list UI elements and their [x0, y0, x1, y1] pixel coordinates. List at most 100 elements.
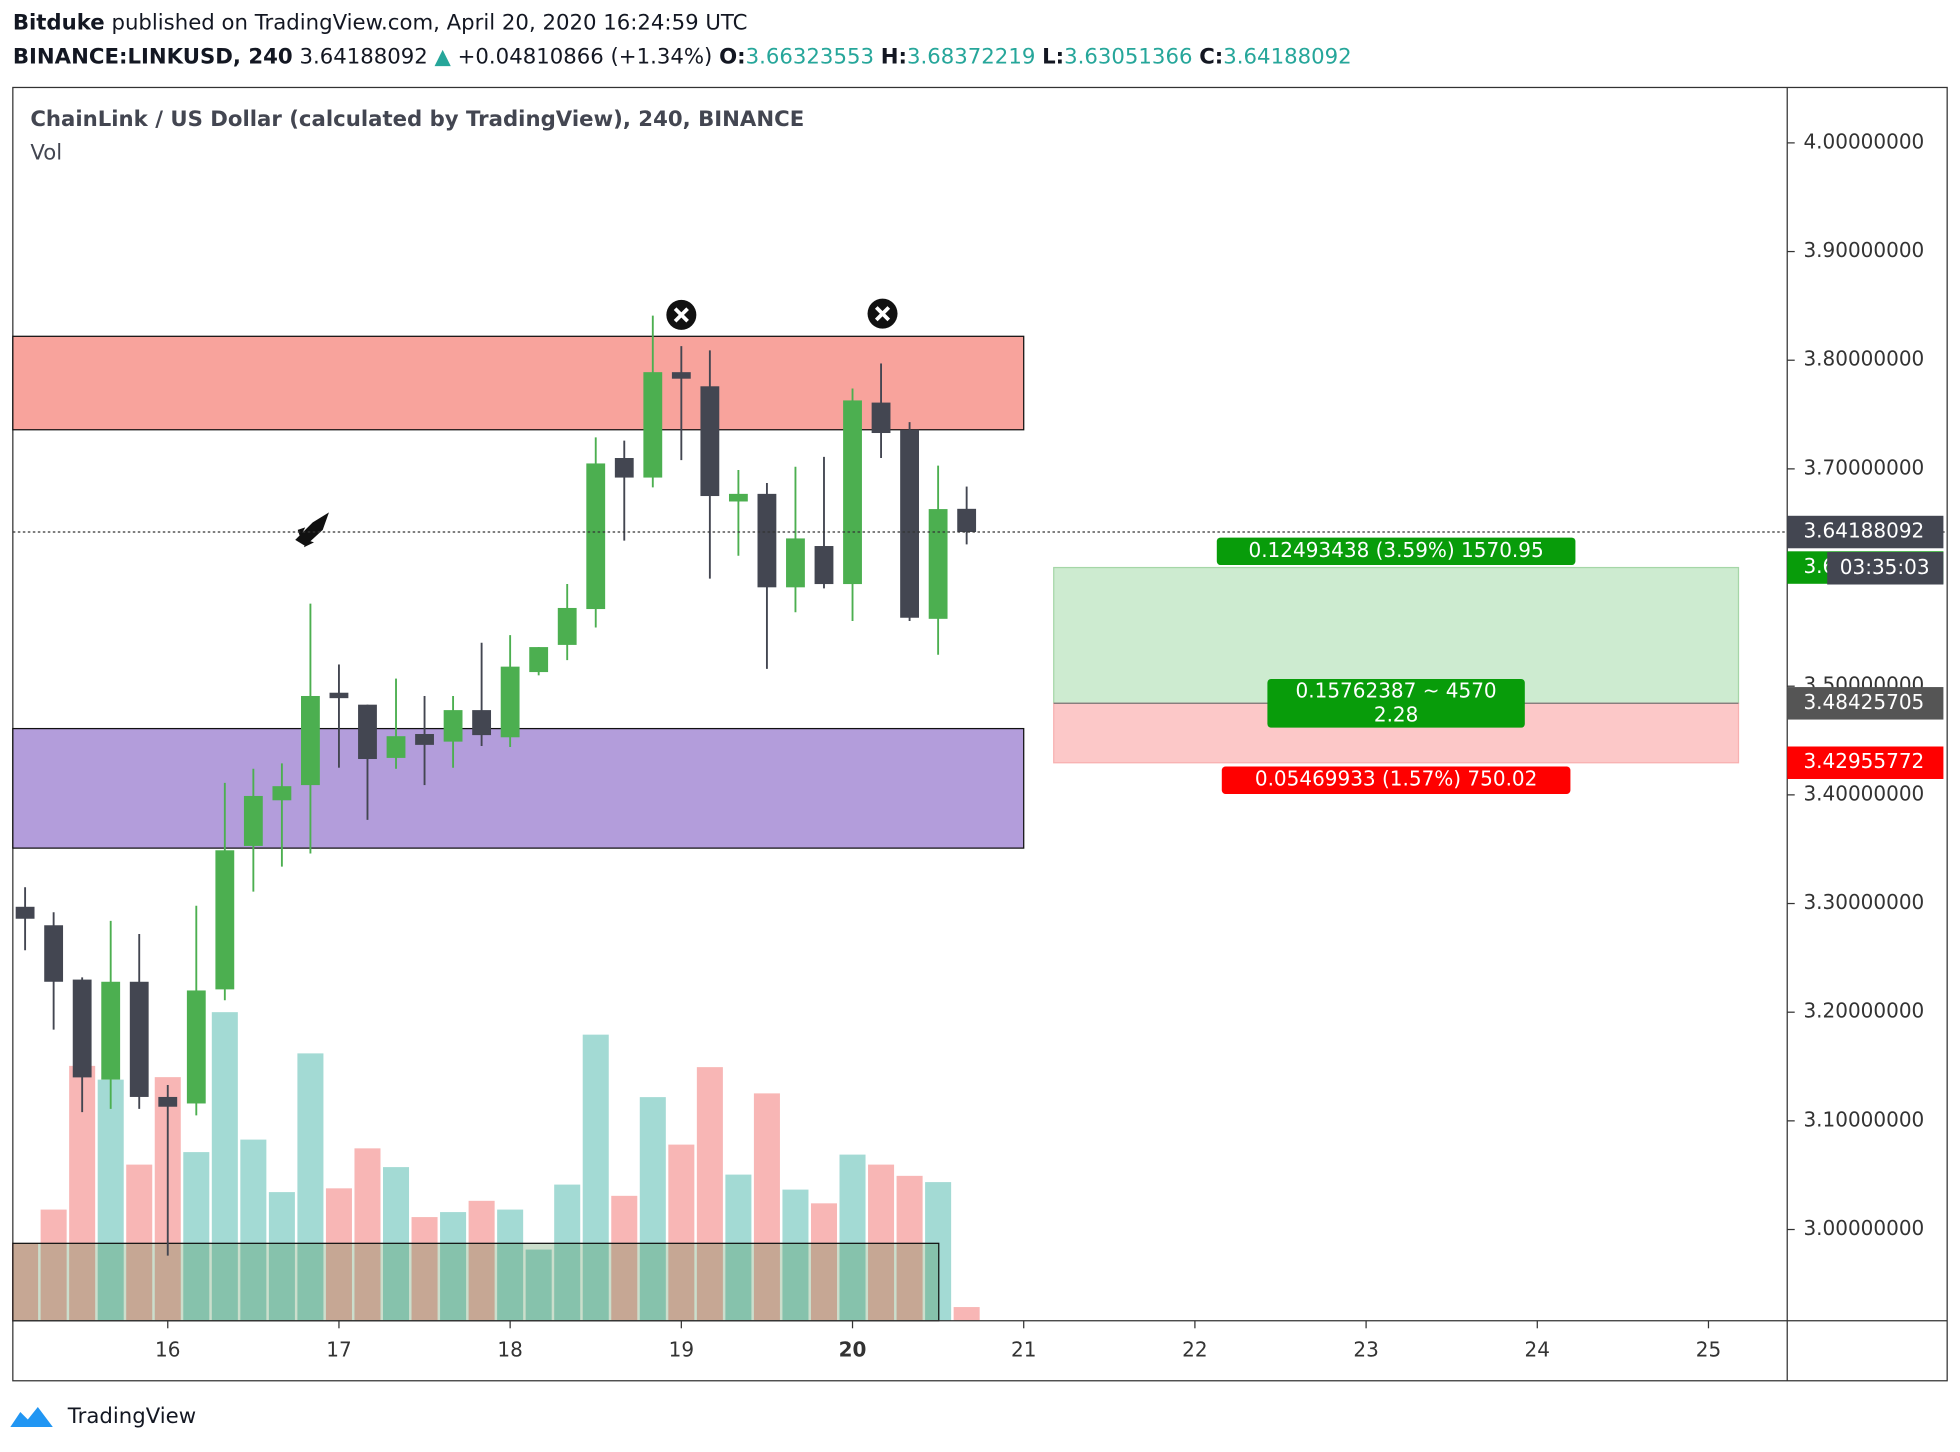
candle-body	[329, 692, 349, 699]
target-label: 0.12493438 (3.59%) 1570.95	[1248, 538, 1543, 562]
symbol: BINANCE:LINKUSD, 240	[13, 44, 293, 69]
volume-bar	[12, 1243, 39, 1321]
x-tick-label: 19	[669, 1337, 694, 1361]
header-line: Bitduke published on TradingView.com, Ap…	[13, 11, 748, 36]
volume-box	[12, 1242, 940, 1322]
last-price-tag-bg	[1787, 515, 1944, 549]
footer: TradingView	[67, 1404, 196, 1429]
entry-price-tag-bg	[1787, 687, 1944, 720]
candle-body	[44, 925, 64, 982]
entry-price-tag: 3.48425705	[1803, 690, 1924, 714]
volume-bar	[810, 1203, 838, 1321]
candle-body	[814, 546, 834, 585]
x-tick-label: 23	[1353, 1337, 1378, 1361]
volume-bar	[411, 1217, 438, 1321]
label-box	[1216, 537, 1576, 566]
volume-bar	[925, 1182, 952, 1321]
x-tick-label: 21	[1011, 1337, 1036, 1361]
candle-body	[957, 508, 977, 533]
volume-bar	[896, 1175, 923, 1321]
volume-bar	[126, 1164, 153, 1321]
volume-bar	[240, 1139, 267, 1321]
l: 3.63051366	[1064, 44, 1192, 69]
x-tick-label: 17	[326, 1337, 351, 1361]
volume-bar	[753, 1093, 780, 1321]
c-label: C:	[1199, 44, 1223, 69]
countdown-bg	[1827, 552, 1944, 585]
o-label: O:	[719, 44, 746, 69]
x-tick-label: 25	[1696, 1337, 1721, 1361]
volume-bar	[211, 1012, 238, 1321]
stop-price-tag: 3.42955772	[1803, 749, 1924, 773]
volume-bar	[696, 1067, 723, 1321]
volume-bar	[611, 1195, 638, 1321]
candle-body	[529, 647, 549, 673]
volume-bar	[554, 1184, 581, 1321]
candle-body	[129, 981, 149, 1097]
candle-body	[586, 463, 606, 610]
candle-body	[900, 429, 920, 618]
ratio-label: 2.28	[1374, 702, 1419, 726]
candle-body	[158, 1096, 178, 1107]
volume-bar	[268, 1192, 295, 1321]
subtitle: Vol	[30, 141, 62, 166]
h-label: H:	[881, 44, 907, 69]
y-tick-label: 3.90000000	[1803, 238, 1924, 262]
volume-bar	[325, 1188, 352, 1321]
candle-body	[557, 607, 577, 645]
candle-body	[386, 736, 406, 758]
y-tick-label: 3.40000000	[1803, 781, 1924, 805]
volume-bar	[953, 1307, 980, 1321]
y-tick-label: 3.00000000	[1803, 1216, 1924, 1240]
mid-label: 0.15762387 ~ 4570	[1296, 679, 1497, 703]
candle-body	[272, 786, 292, 801]
candle-body	[757, 493, 777, 588]
candle-body	[243, 795, 263, 846]
last-price-tag: 3.64188092	[1803, 519, 1924, 543]
volume-bar	[40, 1209, 67, 1321]
candle-body	[700, 386, 720, 497]
candle-body	[614, 458, 634, 478]
published: published on TradingView.com, April 20, …	[111, 11, 747, 36]
volume-bar	[354, 1148, 381, 1321]
y-tick-label: 3.30000000	[1803, 890, 1924, 914]
x-tick-label: 16	[155, 1337, 180, 1361]
candle-body	[443, 710, 463, 742]
volume-bar	[297, 1053, 324, 1321]
volume-bar	[582, 1034, 609, 1321]
rocket-icon	[295, 512, 329, 548]
stop-price-tag-bg	[1787, 746, 1944, 779]
candle-body	[728, 493, 748, 502]
candle-body	[472, 710, 492, 736]
volume-bar	[839, 1154, 866, 1321]
volume-bar	[183, 1152, 210, 1321]
symbol-line: BINANCE:LINKUSD, 240 3.64188092 ▲ +0.048…	[13, 44, 1352, 69]
x-tick-label: 22	[1182, 1337, 1207, 1361]
candle-body	[358, 704, 377, 760]
y-tick-label: 3.10000000	[1803, 1107, 1924, 1131]
volume-bar	[782, 1189, 809, 1321]
label-box	[1267, 678, 1525, 728]
candle-body	[215, 850, 235, 990]
candle-body	[301, 695, 320, 786]
candle-body	[843, 400, 862, 585]
volume-bar	[639, 1097, 666, 1321]
volume-bar	[468, 1200, 495, 1321]
volume-bar	[725, 1174, 752, 1321]
author: Bitduke	[13, 11, 105, 36]
volume-bar	[668, 1144, 695, 1321]
l-label: L:	[1042, 44, 1064, 69]
candle-body	[928, 509, 948, 619]
change: +0.04810866 (+1.34%)	[458, 44, 713, 69]
candle-body	[101, 981, 121, 1080]
chart-title: ChainLink / US Dollar (calculated by Tra…	[30, 107, 804, 132]
volume-bar	[97, 1079, 124, 1321]
x-marker	[666, 299, 697, 330]
candle-body	[871, 402, 891, 434]
candle-body	[786, 538, 805, 588]
volume-bar	[497, 1209, 524, 1321]
x-tick-label: 24	[1525, 1337, 1550, 1361]
volume-bar	[440, 1212, 467, 1321]
o: 3.66323553	[746, 44, 874, 69]
